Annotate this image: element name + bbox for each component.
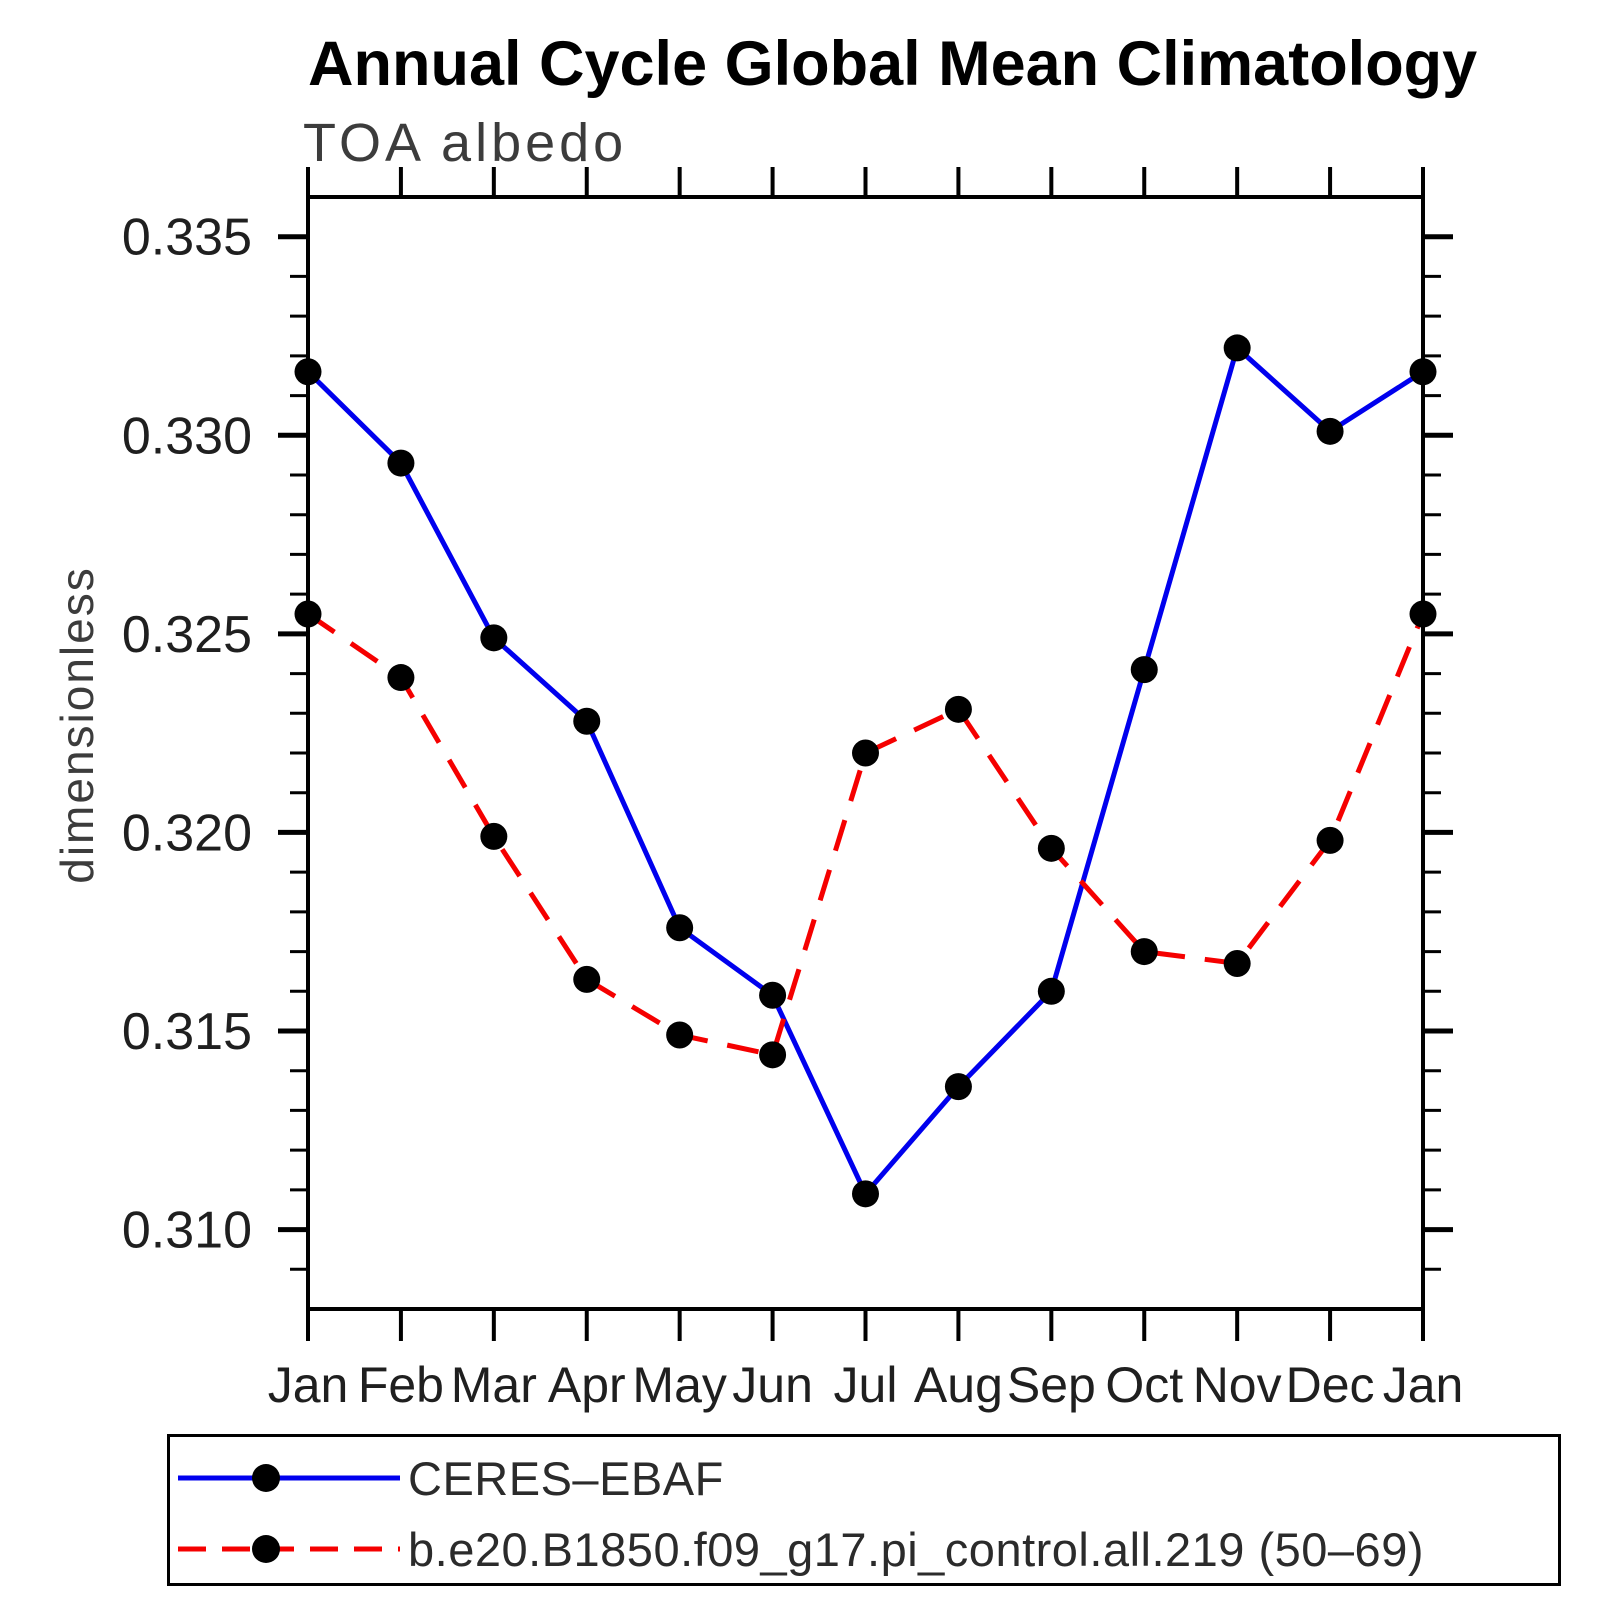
data-point-marker [573,965,601,993]
data-point-marker [1130,656,1158,684]
data-point-marker [387,664,415,692]
x-axis-tick-label: Aug [914,1357,1003,1413]
series-line-0 [306,345,1425,1197]
y-axis-tick-label: 0.325 [122,606,252,664]
x-axis-tick-label: Jan [1383,1357,1464,1413]
data-point-marker [666,1021,694,1049]
chart-title: Annual Cycle Global Mean Climatology [308,29,1478,99]
data-point-marker [294,358,322,386]
data-point-marker [944,695,972,723]
legend-entry-ceres-ebaf: CERES–EBAF [176,1447,724,1509]
x-axis-tick-label: Mar [451,1357,537,1413]
x-axis-tick-label: Jan [268,1357,349,1413]
data-point-marker [759,1041,787,1069]
x-axis-tick-label: May [632,1357,726,1413]
data-point-marker [1223,334,1251,362]
data-point-marker [1316,417,1344,445]
legend-label: CERES–EBAF [408,1451,724,1505]
data-point-marker [852,739,879,767]
x-axis-tick-label: Feb [358,1357,444,1413]
chart-subtitle: TOA albedo [303,113,628,173]
data-point-marker [1037,834,1065,862]
legend-box: CERES–EBAF b.e20.B1850.f09_g17.pi_contro… [167,1434,1561,1586]
x-axis-tick-label: Jun [732,1357,813,1413]
series-line-1 [306,611,1426,1058]
x-axis-tick-label: Jul [834,1357,898,1413]
data-point-marker [1409,358,1437,386]
data-point-marker [944,1073,972,1101]
legend-swatch-dashed-line [178,1535,400,1563]
x-axis-tick-label: Dec [1286,1357,1375,1413]
data-point-marker [1037,977,1065,1005]
y-axis-tick-label: 0.335 [122,209,252,267]
y-axis-tick-label: 0.310 [122,1202,252,1260]
data-point-marker [852,1180,879,1208]
data-point-marker [759,981,787,1009]
y-axis-tick-label: 0.330 [122,407,252,465]
data-point-marker [1409,600,1437,628]
legend-label: b.e20.B1850.f09_g17.pi_control.all.219 (… [408,1522,1424,1576]
data-point-marker [294,600,322,628]
data-point-marker [666,914,694,942]
legend-entry-model-run: b.e20.B1850.f09_g17.pi_control.all.219 (… [176,1518,1424,1580]
data-point-marker [1130,938,1158,966]
x-axis-tick-label: Nov [1193,1357,1282,1413]
x-axis-tick-label: Apr [548,1357,626,1413]
legend-swatch-solid-line [178,1464,400,1492]
data-point-marker [480,624,508,652]
x-axis-tick-label: Sep [1007,1357,1096,1413]
data-point-marker [1223,949,1251,977]
data-point-marker [387,449,415,477]
y-axis-tick-label: 0.320 [122,804,252,862]
plot-border [306,195,1425,1311]
data-point-marker [480,822,508,850]
data-point-marker [573,707,601,735]
x-axis-tick-label: Oct [1105,1357,1183,1413]
y-axis-tick-label: 0.315 [122,1003,252,1061]
data-point-marker [1316,826,1344,854]
